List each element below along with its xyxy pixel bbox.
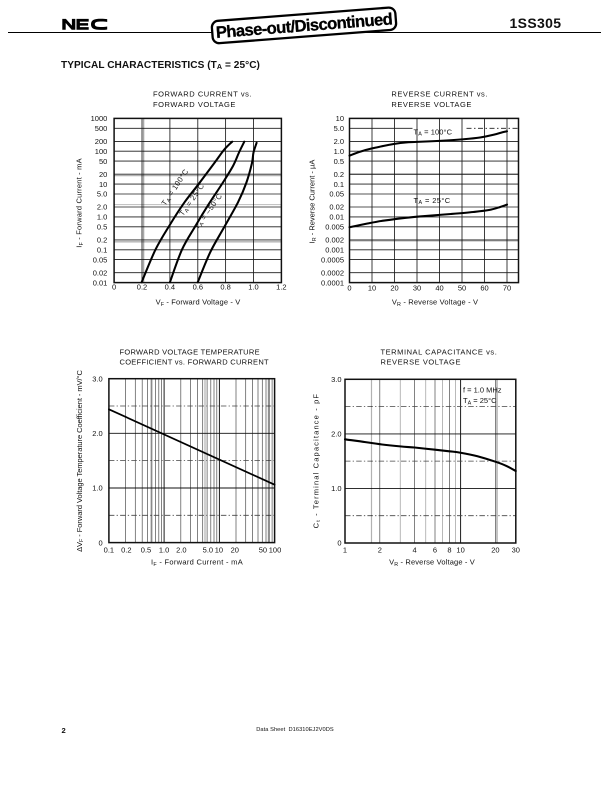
svg-text:100: 100 [269, 545, 282, 554]
svg-text:0.0005: 0.0005 [321, 255, 344, 264]
svg-text:40: 40 [435, 283, 443, 292]
svg-text:2.0: 2.0 [334, 137, 344, 146]
svg-text:5.0: 5.0 [334, 124, 344, 133]
svg-text:0: 0 [112, 282, 116, 291]
svg-text:0.1: 0.1 [104, 545, 114, 554]
svg-text:2: 2 [378, 545, 382, 554]
svg-text:30: 30 [512, 545, 520, 554]
svg-text:1.0: 1.0 [92, 484, 102, 493]
svg-text:0.001: 0.001 [325, 246, 344, 255]
svg-text:TA = 100°C: TA = 100°C [414, 127, 453, 137]
svg-text:REVERSE VOLTAGE: REVERSE VOLTAGE [381, 358, 462, 367]
svg-text:10: 10 [368, 283, 376, 292]
svg-text:0.0002: 0.0002 [321, 268, 344, 277]
svg-text:VF - Forward Voltage - V: VF - Forward Voltage - V [156, 298, 241, 308]
svg-text:COEFFICIENT vs. FORWARD CURREN: COEFFICIENT vs. FORWARD CURRENT [120, 358, 270, 367]
svg-text:1.0: 1.0 [97, 213, 107, 222]
svg-text:FORWARD CURRENT vs.: FORWARD CURRENT vs. [153, 90, 252, 99]
svg-text:70: 70 [503, 283, 511, 292]
svg-text:0.01: 0.01 [329, 213, 344, 222]
svg-text:ΔVF - Forward Voltage Temperat: ΔVF - Forward Voltage Temperature Coeffi… [75, 369, 85, 551]
svg-text:10: 10 [99, 180, 107, 189]
svg-text:0.4: 0.4 [165, 282, 175, 291]
svg-text:f = 1.0 MHz: f = 1.0 MHz [463, 385, 502, 394]
svg-text:3.0: 3.0 [92, 374, 102, 383]
svg-text:0.2: 0.2 [334, 170, 344, 179]
svg-text:20: 20 [231, 545, 239, 554]
svg-text:0: 0 [347, 283, 351, 292]
svg-text:0.005: 0.005 [325, 223, 344, 232]
svg-text:200: 200 [95, 137, 108, 146]
svg-text:20: 20 [390, 283, 398, 292]
svg-text:1.0: 1.0 [334, 147, 344, 156]
svg-text:4: 4 [413, 545, 417, 554]
svg-text:30: 30 [413, 283, 421, 292]
svg-text:0.0001: 0.0001 [321, 278, 344, 287]
svg-text:0.5: 0.5 [97, 223, 107, 232]
svg-text:1.0: 1.0 [331, 484, 341, 493]
svg-text:0: 0 [337, 539, 341, 548]
svg-text:50: 50 [458, 283, 466, 292]
svg-text:0.6: 0.6 [193, 282, 203, 291]
svg-text:0.2: 0.2 [137, 282, 147, 291]
svg-text:0.05: 0.05 [329, 190, 344, 199]
svg-text:10: 10 [456, 545, 464, 554]
svg-text:500: 500 [95, 124, 108, 133]
svg-text:0.1: 0.1 [334, 180, 344, 189]
svg-text:1.2: 1.2 [276, 282, 286, 291]
svg-text:5.0: 5.0 [97, 190, 107, 199]
svg-text:0.02: 0.02 [93, 268, 108, 277]
svg-text:0.2: 0.2 [121, 545, 131, 554]
svg-text:20: 20 [99, 170, 107, 179]
svg-text:IR - Reverse Current - µA: IR - Reverse Current - µA [308, 160, 318, 244]
svg-text:5.0: 5.0 [203, 545, 213, 554]
svg-text:0.1: 0.1 [97, 246, 107, 255]
svg-text:TERMINAL CAPACITANCE vs.: TERMINAL CAPACITANCE vs. [381, 348, 498, 357]
svg-text:0: 0 [99, 538, 103, 547]
svg-text:0.2: 0.2 [97, 236, 107, 245]
svg-text:60: 60 [480, 283, 488, 292]
svg-text:100: 100 [95, 147, 108, 156]
svg-text:6: 6 [433, 545, 437, 554]
svg-text:0.01: 0.01 [93, 278, 108, 287]
svg-text:1.0: 1.0 [159, 545, 169, 554]
svg-text:2.0: 2.0 [176, 545, 186, 554]
svg-text:50: 50 [99, 157, 107, 166]
svg-text:0.5: 0.5 [334, 157, 344, 166]
svg-text:0.5: 0.5 [141, 545, 151, 554]
svg-text:Ct - Terminal Capacitance - pF: Ct - Terminal Capacitance - pF [312, 393, 322, 528]
svg-text:20: 20 [491, 545, 499, 554]
svg-text:0.02: 0.02 [329, 203, 344, 212]
svg-text:2.0: 2.0 [331, 430, 341, 439]
svg-text:VR - Reverse Voltage - V: VR - Reverse Voltage - V [389, 557, 475, 567]
svg-text:2.0: 2.0 [97, 203, 107, 212]
svg-text:IF - Forward Current - mA: IF - Forward Current - mA [75, 158, 85, 248]
svg-text:0.002: 0.002 [325, 236, 344, 245]
svg-text:FORWARD VOLTAGE: FORWARD VOLTAGE [153, 100, 236, 109]
svg-text:10: 10 [215, 545, 223, 554]
svg-text:TA = 25°C: TA = 25°C [414, 196, 451, 206]
svg-text:0.05: 0.05 [93, 255, 108, 264]
svg-text:3.0: 3.0 [331, 375, 341, 384]
svg-text:IF - Forward Current - mA: IF - Forward Current - mA [151, 557, 243, 567]
svg-text:10: 10 [336, 114, 344, 123]
svg-text:REVERSE VOLTAGE: REVERSE VOLTAGE [391, 100, 472, 109]
svg-text:50: 50 [259, 545, 267, 554]
svg-text:1000: 1000 [91, 114, 108, 123]
svg-text:REVERSE CURRENT vs.: REVERSE CURRENT vs. [391, 90, 488, 99]
svg-text:1: 1 [343, 545, 347, 554]
svg-text:8: 8 [447, 545, 451, 554]
svg-text:0.8: 0.8 [220, 282, 230, 291]
svg-text:1.0: 1.0 [248, 282, 258, 291]
svg-text:VR - Reverse Voltage - V: VR - Reverse Voltage - V [392, 298, 478, 308]
svg-text:FORWARD VOLTAGE TEMPERATURE: FORWARD VOLTAGE TEMPERATURE [120, 348, 260, 357]
svg-text:TA = 25°C: TA = 25°C [463, 396, 497, 406]
svg-text:2.0: 2.0 [92, 429, 102, 438]
